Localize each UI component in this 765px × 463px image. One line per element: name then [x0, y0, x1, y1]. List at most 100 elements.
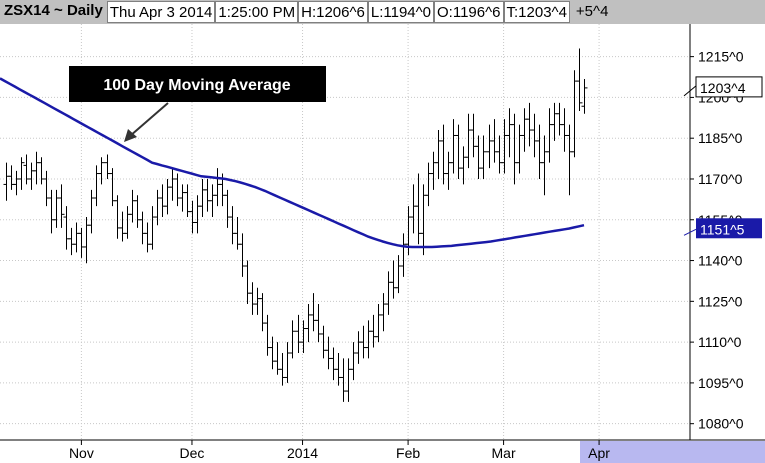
price-tick-label: 1095^0 [698, 375, 744, 391]
ohlc-bar [104, 154, 111, 179]
ohlc-bar [88, 189, 95, 234]
ohlc-bar [129, 189, 136, 223]
last-price-tag [695, 76, 763, 98]
ohlc-bar [224, 189, 231, 228]
time-axis-background [0, 440, 765, 463]
ohlc-bar [400, 233, 407, 277]
ohlc-bar [284, 342, 291, 383]
ohlc-bar [551, 102, 558, 141]
ma-price-tag-label: 1151^5 [700, 221, 745, 237]
time-axis-highlight [580, 441, 765, 463]
ohlc-bar [134, 195, 141, 228]
ohlc-bar [475, 135, 482, 179]
ohlc-bar [28, 162, 35, 190]
price-tick-label: 1140^0 [698, 253, 743, 269]
ma-price-tag [696, 218, 762, 239]
date-readout: Thu Apr 3 2014 [106, 1, 216, 23]
ohlc-bar [506, 108, 513, 158]
ohlc-bar [521, 108, 528, 152]
ohlc-bar [450, 119, 457, 174]
ohlc-bar [465, 113, 472, 169]
time-tick-label: Mar [492, 445, 516, 461]
price-tick-label: 1080^0 [698, 416, 744, 432]
ohlc-bars [3, 48, 588, 402]
ohlc-bar [249, 282, 256, 315]
symbol-title: ZSX14 ~ Daily [4, 2, 103, 19]
ohlc-bar [78, 227, 85, 258]
ohlc-bar [199, 178, 206, 218]
ohlc-bar [511, 113, 518, 185]
ohlc-bar [430, 151, 437, 190]
ohlc-bar [13, 170, 20, 196]
ohlc-bar [149, 206, 156, 250]
moving-average-line [0, 77, 585, 249]
ohlc-bar [33, 151, 40, 185]
ohlc-bar [571, 70, 578, 158]
ohlc-bar [3, 162, 10, 201]
time-tick-label: 2014 [287, 445, 318, 461]
ohlc-bar [83, 217, 90, 264]
ohlc-bar [435, 130, 442, 179]
ohlc-bar [556, 102, 563, 136]
time-tick-label: Feb [396, 445, 420, 461]
ohlc-bar [18, 157, 25, 190]
trade-readout: T:1203^4 [503, 1, 570, 23]
time-tick-label: Nov [69, 445, 94, 461]
ohlc-bar [169, 168, 176, 201]
ohlc-bar [541, 135, 548, 196]
ohlc-bar [561, 108, 568, 152]
ohlc-bar [440, 124, 447, 185]
ohlc-bar [279, 352, 286, 386]
last-price-connector [683, 85, 697, 97]
ohlc-bar [325, 336, 332, 370]
ohlc-bar [38, 157, 45, 185]
annotation-label: 100 Day Moving Average [103, 77, 290, 94]
annotation-arrow-shaft [129, 102, 169, 137]
ohlc-bar [566, 124, 573, 196]
ohlc-bar [93, 165, 100, 207]
ohlc-bar [531, 113, 538, 158]
ohlc-bar [340, 358, 347, 402]
ohlc-bar [259, 293, 266, 332]
ohlc-bar [244, 260, 251, 305]
ohlc-bar [365, 320, 372, 359]
time-tick-label: Apr [588, 445, 610, 461]
annotation-box [69, 66, 326, 102]
ohlc-bar [43, 170, 50, 207]
ohlc-bar [73, 222, 80, 253]
ohlc-bar [174, 173, 181, 207]
ohlc-bar [274, 342, 281, 375]
ohlc-bar [581, 79, 588, 114]
high-readout: H:1206^6 [298, 1, 368, 23]
change-readout: +5^4 [575, 3, 609, 20]
open-readout: O:1196^6 [434, 1, 504, 23]
ohlc-bar [114, 195, 121, 239]
time-axis: Nov Dec 2014 Feb Mar Apr [0, 439, 765, 463]
time-tick-label: Dec [180, 445, 205, 461]
ohlc-bar [445, 151, 452, 190]
ohlc-bar [455, 124, 462, 179]
ohlc-bar [501, 119, 508, 174]
ohlc-bar [496, 135, 503, 174]
ohlc-bar [194, 195, 201, 234]
annotation-arrow-head [124, 129, 137, 142]
price-tags: 1203^4 1151^5 [683, 76, 763, 239]
ohlc-bar [53, 189, 60, 228]
ma-price-connector [683, 228, 697, 236]
ohlc-bar [526, 102, 533, 147]
ohlc-bar [189, 200, 196, 234]
ohlc-bar [305, 304, 312, 343]
ohlc-bar [119, 211, 126, 242]
ohlc-bar [214, 168, 221, 207]
price-tick-label: 1185^0 [698, 130, 743, 146]
ohlc-bar [380, 293, 387, 332]
ohlc-bar [480, 135, 487, 179]
ohlc-bar [209, 184, 216, 218]
ohlc-bar [68, 227, 75, 256]
ohlc-bar [370, 314, 377, 348]
ohlc-bar [239, 233, 246, 277]
ohlc-bar [58, 184, 65, 228]
ohlc-bar [23, 154, 30, 185]
